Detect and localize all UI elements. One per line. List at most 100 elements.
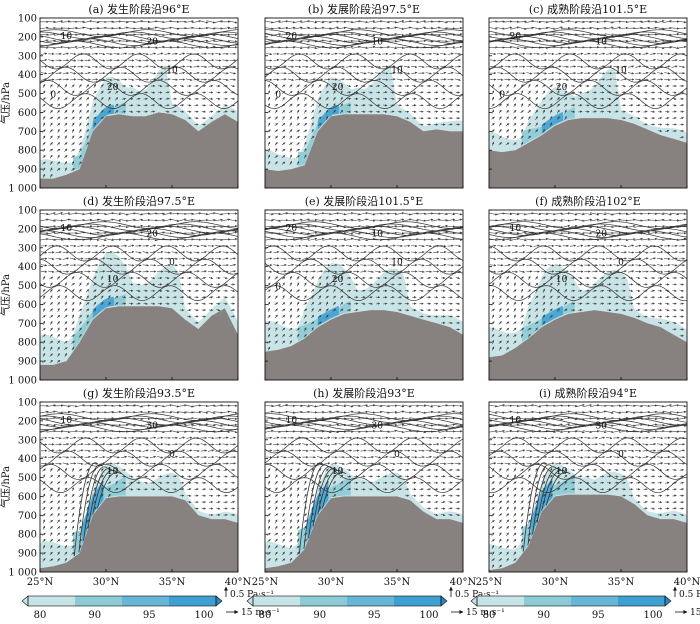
wind-vector	[497, 244, 504, 248]
wind-vector	[502, 46, 513, 49]
wind-vector	[389, 71, 396, 75]
wind-vector	[296, 103, 300, 107]
wind-vector	[177, 33, 187, 37]
panel-title: (a) 发生阶段沿96°E	[88, 2, 189, 16]
wind-vector	[418, 264, 425, 267]
wind-vector	[577, 78, 584, 81]
contour-label: 0	[169, 450, 175, 460]
panel-title: (i) 成熟阶段沿94°E	[539, 386, 637, 400]
wind-vector	[367, 270, 374, 273]
wind-vector	[353, 65, 360, 69]
wind-vector	[337, 404, 347, 408]
wind-vector	[184, 404, 194, 408]
wind-vector	[223, 296, 228, 299]
wind-vector	[504, 263, 511, 267]
wind-vector	[455, 296, 460, 299]
wind-vector	[454, 250, 461, 254]
wind-vector	[206, 424, 216, 427]
wind-vector	[216, 110, 221, 113]
wind-vector	[511, 58, 518, 62]
wind-vector	[228, 231, 238, 235]
wind-vector	[49, 282, 53, 287]
wind-vector	[142, 449, 149, 452]
wind-vector	[296, 474, 300, 478]
wind-vector	[380, 46, 390, 49]
wind-vector	[366, 212, 376, 216]
wind-vector	[91, 449, 99, 452]
wind-vector	[57, 308, 60, 313]
wind-vector	[135, 443, 142, 446]
wind-vector	[448, 507, 453, 510]
wind-vector	[491, 481, 495, 485]
wind-vector	[642, 52, 649, 55]
wind-vector	[42, 142, 46, 146]
wind-vector	[79, 128, 82, 133]
wind-vector	[598, 52, 606, 55]
wind-vector	[46, 32, 56, 36]
wind-vector	[331, 257, 338, 260]
wind-vector	[282, 519, 285, 524]
wind-vector	[93, 122, 97, 127]
wind-vector	[491, 500, 495, 504]
wind-vector	[495, 411, 505, 414]
wind-vector	[513, 321, 517, 325]
wind-vector	[49, 526, 53, 530]
wind-vector	[412, 481, 417, 485]
wind-vector	[358, 46, 369, 49]
wind-vector	[158, 84, 163, 88]
wind-vector	[628, 91, 634, 94]
wind-vector	[68, 45, 78, 49]
wind-vector	[223, 91, 228, 94]
wind-vector	[592, 475, 597, 478]
wind-vector	[455, 110, 460, 113]
wind-vector	[57, 327, 60, 332]
wind-vector	[164, 443, 171, 446]
x-tick-label: 35°N	[384, 577, 411, 588]
wind-vector	[46, 225, 56, 228]
wind-vector	[128, 244, 135, 247]
wind-vector	[62, 244, 69, 248]
panel-title: (d) 发生阶段沿97.5°E	[83, 194, 195, 208]
wind-vector	[296, 129, 300, 133]
wind-vector	[77, 78, 84, 81]
colorbar-extend-high	[215, 595, 223, 607]
wind-vector	[497, 257, 504, 261]
reference-v-label: 15 m·s⁻¹	[690, 608, 700, 618]
wind-vector	[310, 90, 315, 95]
wind-vector	[627, 72, 635, 75]
wind-vector	[49, 308, 53, 312]
wind-vector	[403, 72, 411, 75]
wind-vector	[70, 449, 77, 452]
wind-vector	[535, 90, 538, 95]
wind-vector	[578, 276, 583, 280]
wind-vector	[128, 78, 135, 81]
contour-label: 0	[169, 258, 175, 268]
wind-vector	[506, 487, 509, 492]
wind-vector	[396, 251, 403, 254]
wind-vector	[324, 251, 331, 254]
wind-vector	[184, 33, 194, 37]
wind-vector	[425, 72, 432, 75]
wind-vector	[104, 410, 115, 414]
wind-vector	[520, 308, 524, 312]
wind-vector	[71, 487, 75, 492]
wind-vector	[655, 225, 665, 228]
wind-vector	[78, 487, 82, 491]
wind-vector	[649, 436, 656, 439]
wind-vector	[40, 462, 48, 465]
wind-vector	[48, 270, 55, 273]
wind-vector	[318, 84, 322, 88]
wind-vector	[374, 65, 382, 69]
wind-vector	[426, 468, 431, 472]
wind-vector	[433, 84, 439, 88]
wind-vector	[207, 436, 215, 440]
wind-vector	[55, 257, 62, 261]
wind-vector	[289, 321, 293, 325]
wind-vector	[64, 321, 68, 325]
wind-vector	[656, 436, 664, 440]
wind-vector	[491, 90, 495, 95]
wind-vector	[193, 65, 200, 68]
wind-vector	[526, 449, 533, 453]
